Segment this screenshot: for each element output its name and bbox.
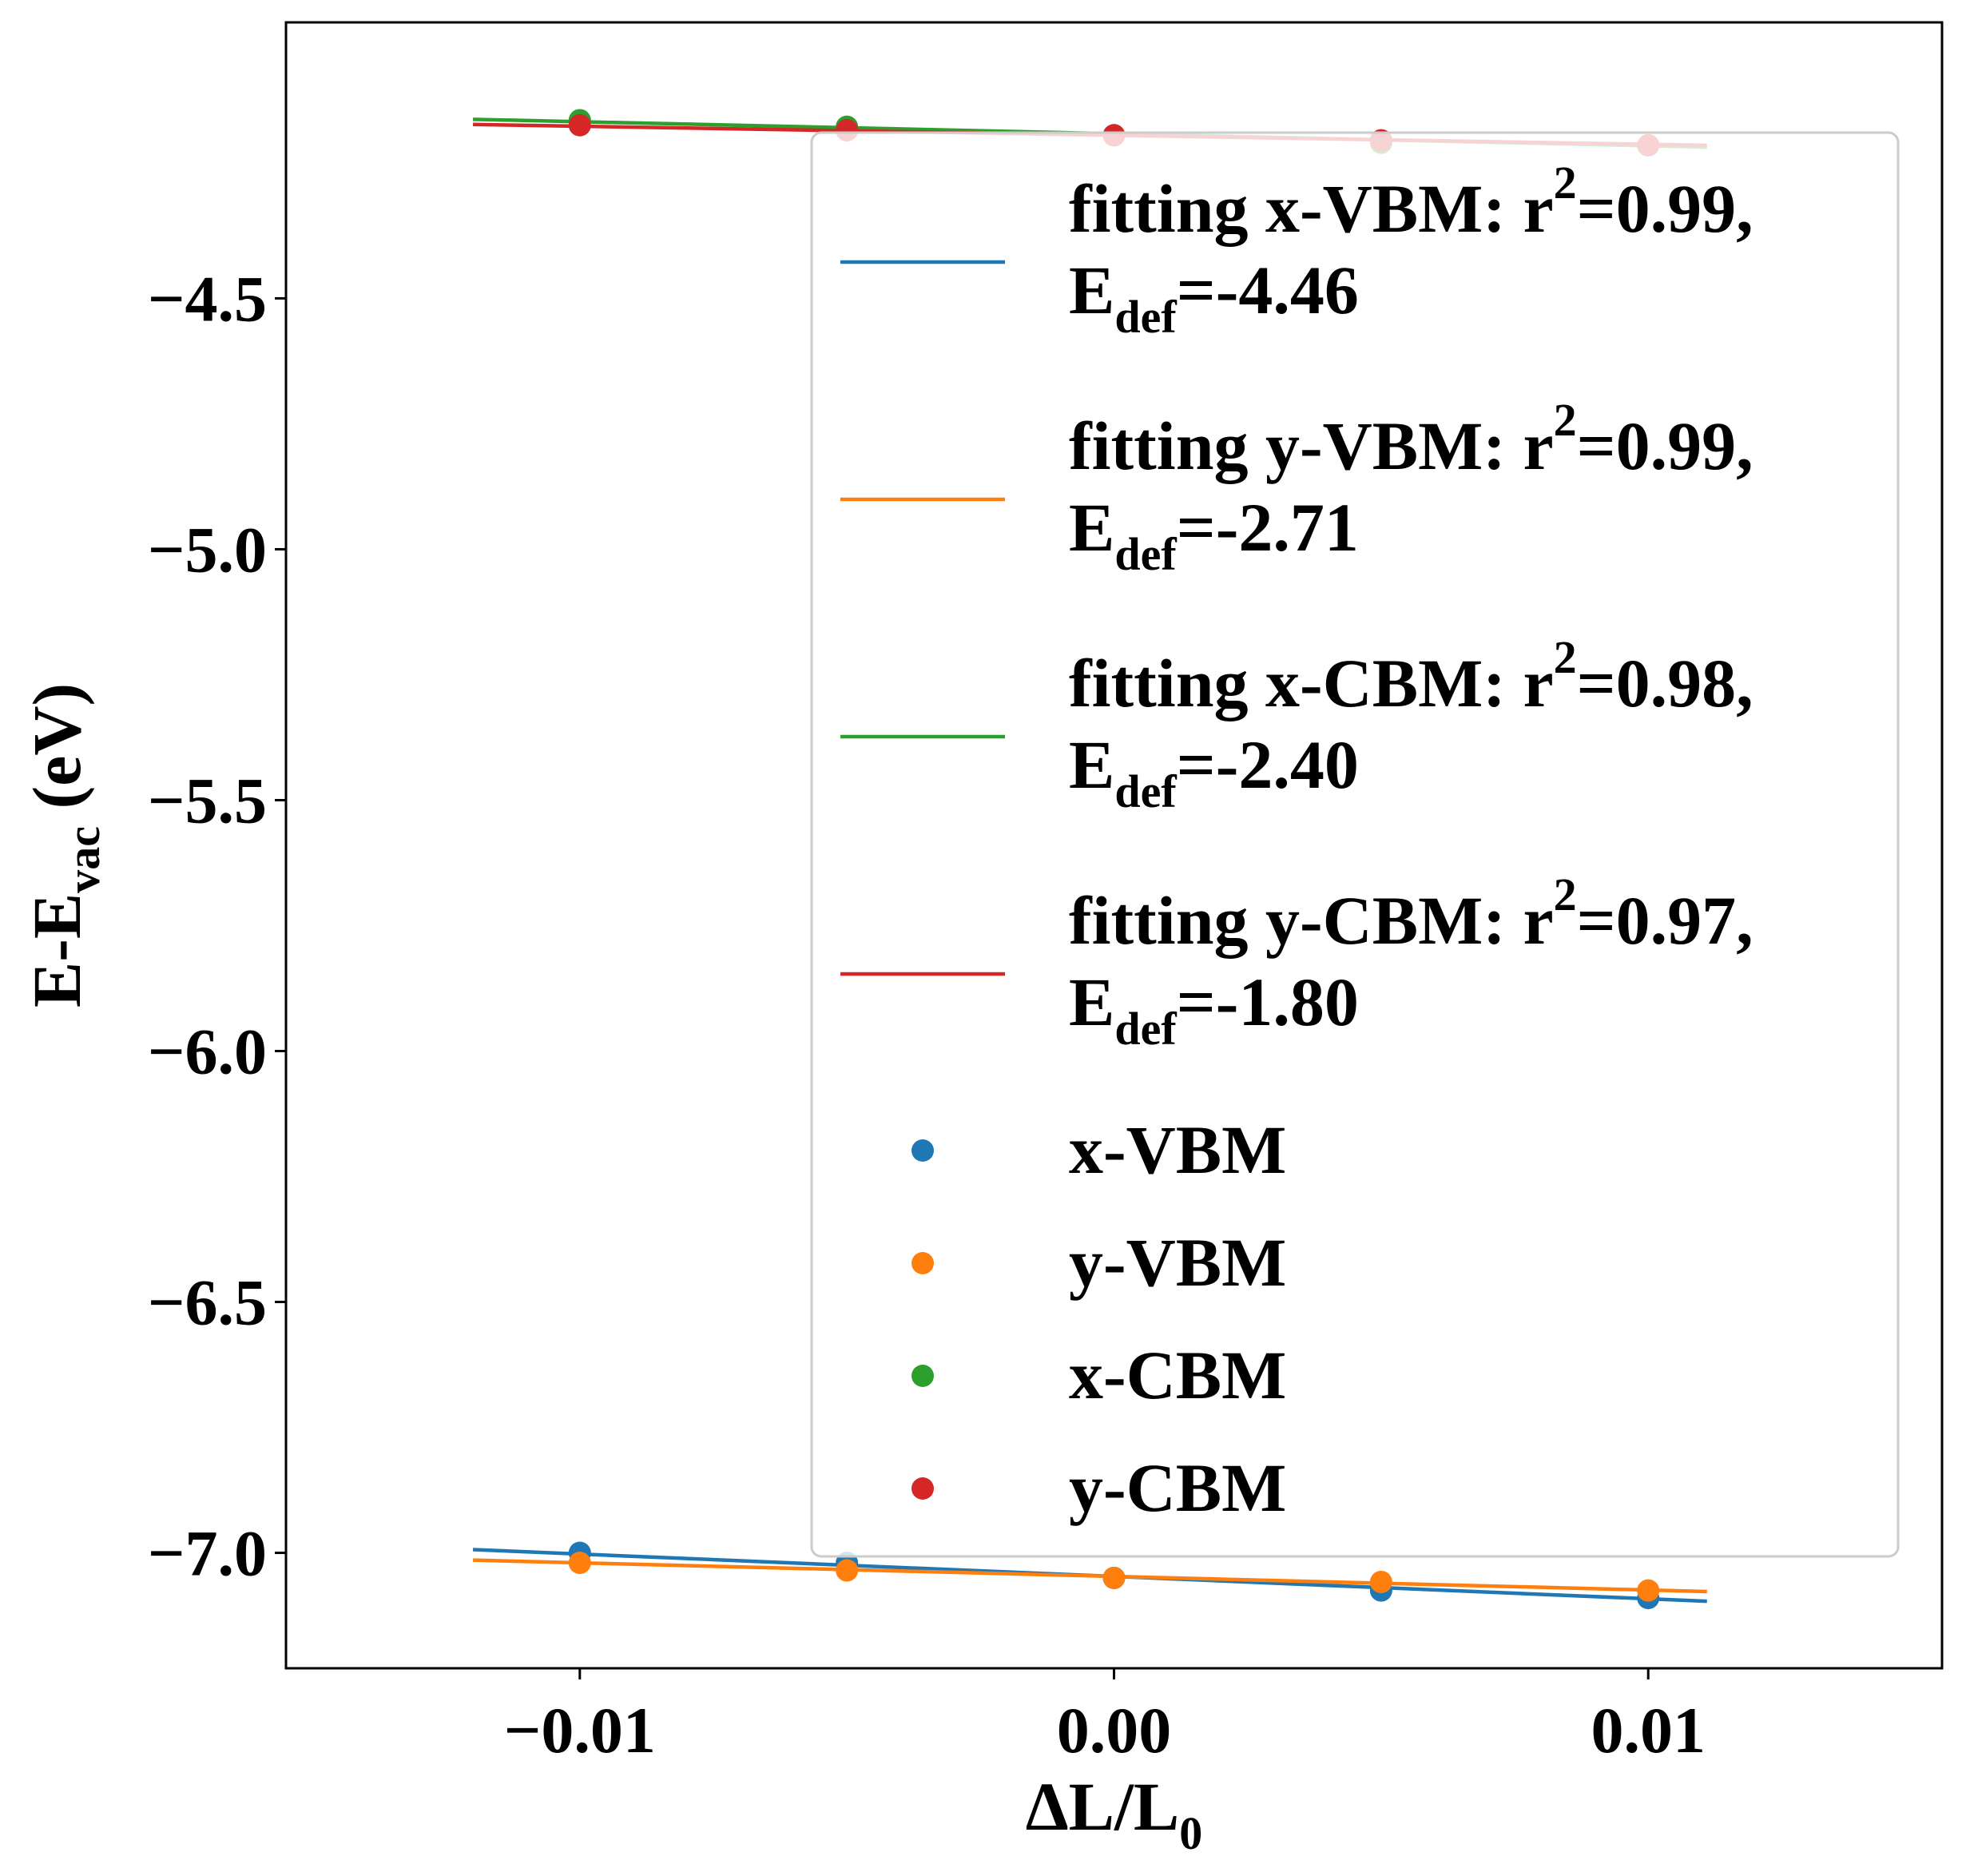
point-y-VBM — [836, 1559, 859, 1582]
x-axis-label: ΔL/L0 — [1026, 1768, 1203, 1859]
legend-fit-edef: Edef=-4.46 — [1069, 252, 1359, 343]
point-y-VBM — [1102, 1566, 1126, 1589]
legend-fit-edef: Edef=-1.80 — [1069, 964, 1359, 1055]
point-y-CBM — [568, 113, 591, 137]
y-tick-label: −6.5 — [148, 1266, 267, 1339]
point-y-VBM — [1637, 1579, 1660, 1602]
legend-box — [810, 131, 1900, 1558]
legend-fit-label: fitting x-CBM: r2=0.98, — [1069, 631, 1753, 721]
legend-marker-x-CBM — [911, 1365, 934, 1387]
y-tick-label: −5.0 — [148, 513, 267, 586]
legend-fit-edef: Edef=-2.40 — [1069, 726, 1359, 817]
x-axis-ticks: −0.01 0.00 0.01 — [504, 1668, 1706, 1767]
legend-fit-label: fitting x-VBM: r2=0.99, — [1069, 157, 1753, 247]
x-tick-label: −0.01 — [504, 1694, 656, 1767]
y-tick-label: −6.0 — [148, 1016, 267, 1088]
point-y-VBM — [1369, 1570, 1392, 1593]
y-axis-ticks: −4.5 −5.0 −5.5 −6.0 −6.5 −7.0 — [148, 262, 286, 1590]
y-axis-label-suffix: (eV) — [18, 683, 95, 826]
legend-marker-y-CBM — [911, 1477, 934, 1500]
y-tick-label: −4.5 — [148, 262, 267, 335]
legend-marker-x-VBM — [911, 1139, 934, 1162]
legend-marker-y-VBM — [911, 1252, 934, 1274]
x-axis-label-main: ΔL/L — [1026, 1768, 1180, 1845]
y-tick-label: −5.5 — [148, 764, 267, 837]
x-tick-label: 0.00 — [1057, 1694, 1172, 1767]
legend-fit-label: fitting y-VBM: r2=0.99, — [1069, 394, 1753, 484]
legend-series-label: x-CBM — [1069, 1337, 1286, 1413]
y-axis-label-main: E-E — [18, 893, 95, 1008]
fit-line-y-VBM — [472, 1558, 1707, 1594]
x-tick-label: 0.01 — [1591, 1694, 1706, 1767]
y-axis-label: E-Evac (eV) — [18, 683, 109, 1008]
x-axis-label-sub: 0 — [1179, 1807, 1202, 1859]
y-axis-label-sub: vac — [58, 826, 109, 893]
legend-series-label: y-CBM — [1069, 1449, 1286, 1526]
legend-series-label: y-VBM — [1069, 1224, 1286, 1301]
y-tick-label: −7.0 — [148, 1517, 267, 1590]
legend-series-label: x-VBM — [1069, 1111, 1286, 1188]
legend: fitting x-VBM: r2=0.99,Edef=-4.46 fitting… — [810, 131, 1900, 1558]
point-y-VBM — [568, 1552, 591, 1575]
legend-fit-label: fitting y-CBM: r2=0.97, — [1069, 868, 1753, 959]
legend-items: fitting x-VBM: r2=0.99,Edef=-4.46 fitting… — [840, 157, 1753, 1526]
legend-fit-edef: Edef=-2.71 — [1069, 489, 1359, 580]
